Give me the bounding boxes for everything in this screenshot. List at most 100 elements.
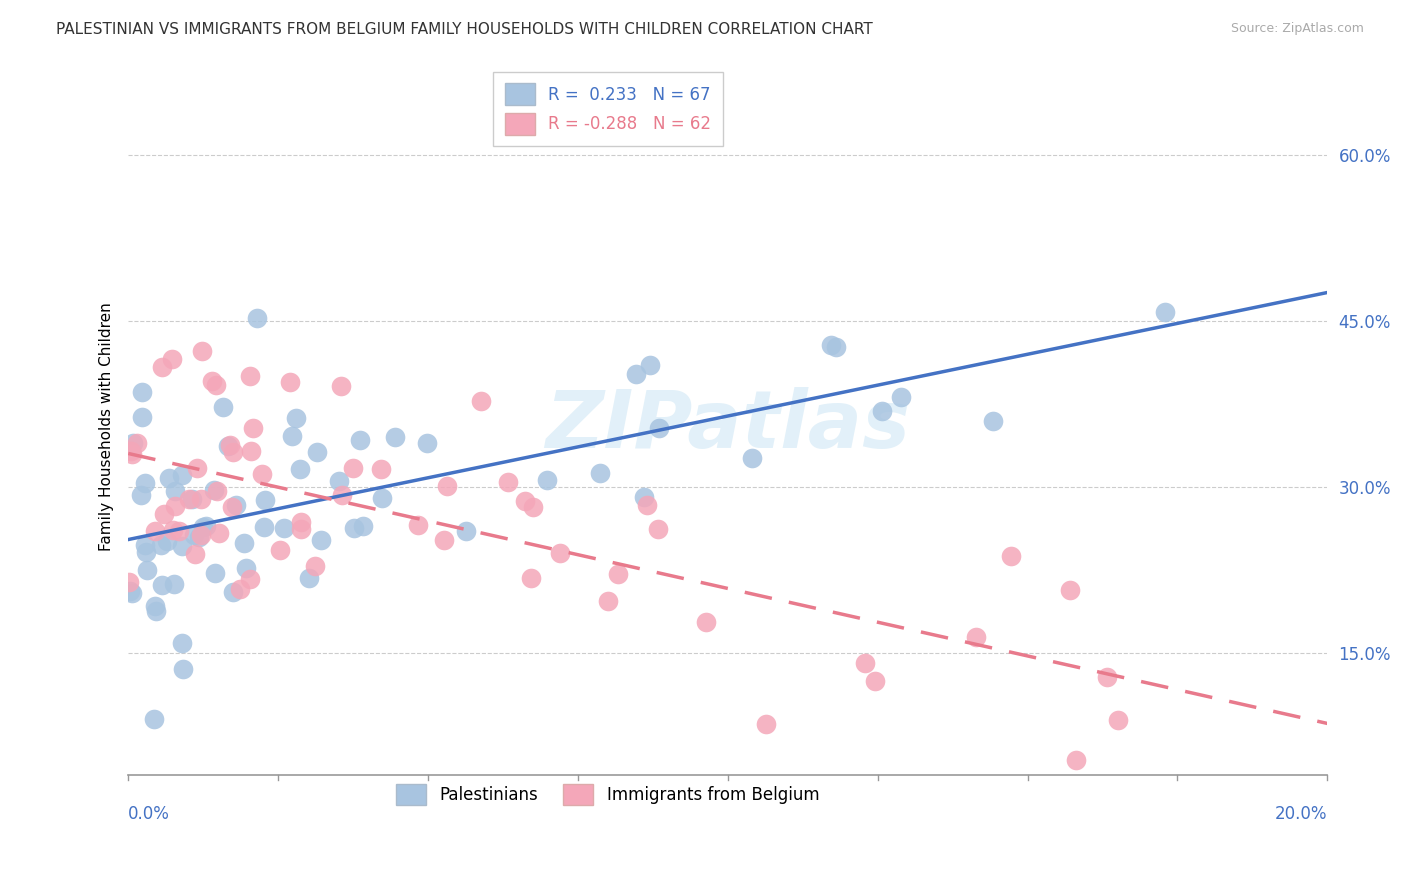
Point [820,338,842,352]
Point [536,473,558,487]
Point [190,527,212,541]
Point [212,400,235,414]
Point [131,385,153,400]
Point [201,374,224,388]
Point [433,533,456,547]
Point [120,583,142,598]
Point [145,604,167,618]
Point [118,574,141,589]
Point [278,375,301,389]
Point [288,461,311,475]
Point [890,390,912,404]
Point [205,377,228,392]
Point [298,571,321,585]
Point [307,445,329,459]
Point [218,438,240,452]
Point [633,490,655,504]
Point [134,475,156,490]
Point [370,491,392,505]
Point [162,523,184,537]
Point [328,474,350,488]
Point [121,585,143,599]
Point [187,530,209,544]
Point [207,484,229,499]
Point [548,546,571,560]
Point [1000,549,1022,563]
Point [225,498,247,512]
Text: Source: ZipAtlas.com: Source: ZipAtlas.com [1230,22,1364,36]
Point [239,572,262,586]
Point [121,447,143,461]
Point [129,488,152,502]
Point [165,484,187,499]
Point [153,507,176,521]
Point [981,414,1004,428]
Point [135,545,157,559]
Point [647,522,669,536]
Point [172,662,194,676]
Point [1064,753,1087,767]
Point [1059,583,1081,598]
Point [695,615,717,630]
Point [496,475,519,489]
Point [204,566,226,581]
Point [309,533,332,547]
Point [221,500,243,514]
Point [184,547,207,561]
Point [232,536,254,550]
Point [273,521,295,535]
Point [598,594,620,608]
Point [870,404,893,418]
Point [865,674,887,689]
Point [195,519,218,533]
Point [343,521,366,535]
Point [190,492,212,507]
Point [136,563,159,577]
Point [122,435,145,450]
Point [607,567,630,582]
Point [217,439,239,453]
Point [229,582,252,596]
Point [853,657,876,671]
Point [222,585,245,599]
Point [250,467,273,482]
Point [191,520,214,534]
Point [290,522,312,536]
Point [636,498,658,512]
Point [183,528,205,542]
Point [191,344,214,359]
Point [416,435,439,450]
Point [239,369,262,384]
Point [454,524,477,538]
Point [342,461,364,475]
Point [150,359,173,374]
Point [352,518,374,533]
Point [222,445,245,459]
Text: 20.0%: 20.0% [1275,805,1327,823]
Point [330,488,353,502]
Point [304,559,326,574]
Point [384,430,406,444]
Point [167,524,190,539]
Point [1107,713,1129,727]
Point [1095,670,1118,684]
Point [131,410,153,425]
Y-axis label: Family Households with Children: Family Households with Children [100,301,114,550]
Point [638,358,661,372]
Point [648,420,671,434]
Point [965,630,987,644]
Point [150,539,173,553]
Legend: Palestinians, Immigrants from Belgium: Palestinians, Immigrants from Belgium [387,774,830,815]
Point [172,539,194,553]
Point [290,516,312,530]
Point [269,542,291,557]
Point [157,471,180,485]
Point [246,310,269,325]
Point [470,394,492,409]
Point [163,576,186,591]
Point [120,444,142,458]
Point [242,420,264,434]
Point [208,526,231,541]
Point [125,435,148,450]
Point [235,561,257,575]
